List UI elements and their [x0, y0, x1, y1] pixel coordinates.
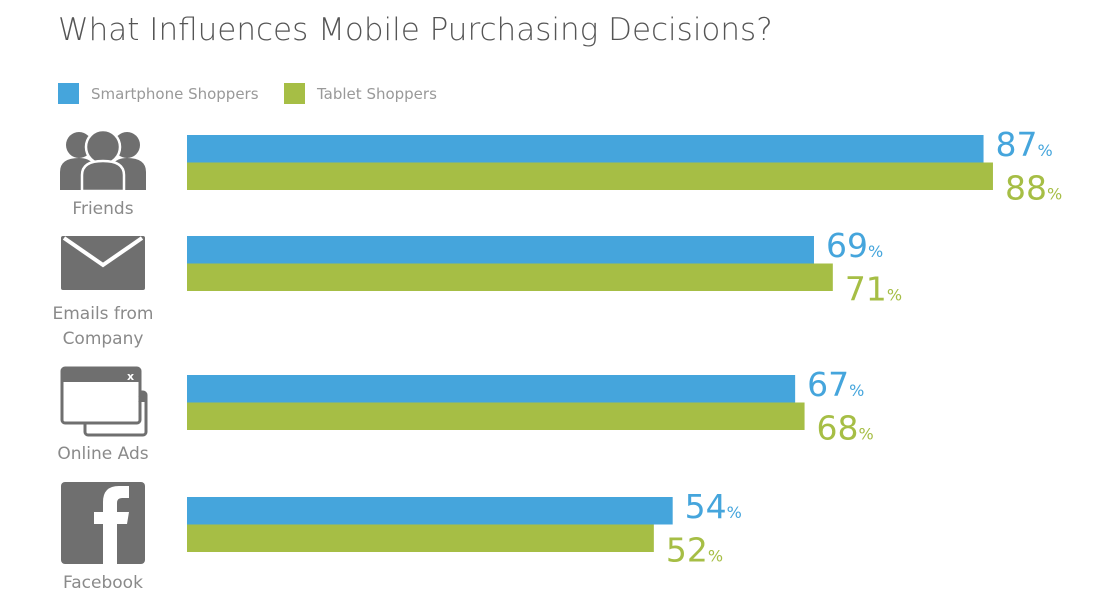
- data-label: 71%: [845, 270, 902, 309]
- legend: Smartphone Shoppers Tablet Shoppers: [58, 83, 437, 104]
- legend-swatch-tablet: [284, 83, 305, 104]
- people-icon: [60, 128, 146, 193]
- data-label: 68%: [817, 409, 874, 448]
- bar-smartphone: [187, 375, 796, 403]
- data-label: 54%: [685, 487, 742, 526]
- category-label: Facebook: [63, 573, 143, 593]
- bar-tablet: [187, 162, 993, 190]
- category-label: Emails from: [53, 304, 154, 324]
- popup-windows-icon: x x: [60, 366, 148, 437]
- bar-tablet: [187, 524, 654, 552]
- data-label: 52%: [666, 531, 723, 570]
- bar-smartphone: [187, 236, 814, 264]
- data-label: 67%: [807, 365, 864, 404]
- bar-smartphone: [187, 497, 673, 525]
- data-label: 87%: [996, 125, 1053, 164]
- bar-smartphone: [187, 135, 984, 163]
- svg-text:x: x: [138, 394, 145, 405]
- svg-text:x: x: [127, 370, 134, 383]
- legend-swatch-smartphone: [58, 83, 79, 104]
- facebook-icon: [61, 482, 145, 564]
- legend-label-tablet: Tablet Shoppers: [316, 85, 437, 103]
- data-label: 88%: [1005, 169, 1062, 208]
- bar-tablet: [187, 402, 805, 430]
- data-label: 69%: [826, 226, 883, 265]
- category-label: Online Ads: [57, 444, 148, 464]
- chart-title: What Influences Mobile Purchasing Decisi…: [58, 12, 773, 48]
- category-label: Company: [63, 329, 144, 349]
- category-label: Friends: [72, 199, 133, 219]
- bar-tablet: [187, 263, 833, 291]
- legend-label-smartphone: Smartphone Shoppers: [91, 85, 259, 103]
- envelope-icon: [61, 236, 145, 290]
